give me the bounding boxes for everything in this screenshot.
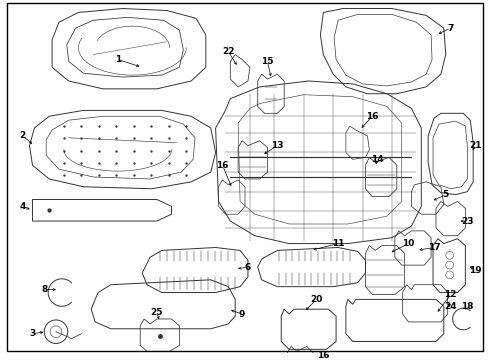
Text: 13: 13 [271,141,284,150]
Text: 12: 12 [444,290,457,299]
Text: 14: 14 [371,155,384,164]
Text: 18: 18 [461,302,473,311]
Text: 20: 20 [310,295,323,304]
Text: 16: 16 [317,351,330,360]
Text: 19: 19 [469,266,482,275]
Text: 11: 11 [332,239,344,248]
Text: 8: 8 [41,285,48,294]
Text: 22: 22 [222,47,235,56]
Text: 6: 6 [245,262,251,271]
Text: 10: 10 [402,239,415,248]
Text: 1: 1 [115,55,121,64]
Text: 17: 17 [428,243,441,252]
Text: 21: 21 [469,141,481,150]
Text: 25: 25 [150,308,163,317]
Text: 23: 23 [461,217,473,226]
Text: 24: 24 [444,302,457,311]
Text: 7: 7 [447,24,454,33]
Text: 4: 4 [20,202,26,211]
Text: 2: 2 [20,131,26,140]
Text: 9: 9 [239,310,245,319]
Text: 15: 15 [261,57,274,66]
Text: 16: 16 [216,161,229,170]
Text: 5: 5 [442,190,449,199]
Text: 3: 3 [29,329,36,338]
Text: 16: 16 [366,112,379,121]
